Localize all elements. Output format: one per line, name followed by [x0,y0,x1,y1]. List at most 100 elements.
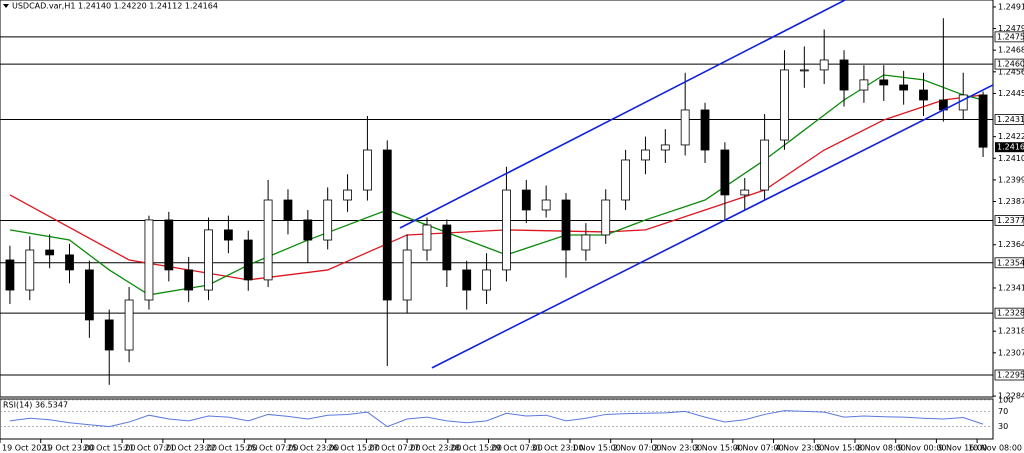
candle-body [660,144,670,151]
y-tick-label: 1.24910 [998,2,1024,11]
current-price-box [995,142,1024,153]
trendline [431,84,994,369]
candle-body [402,249,412,301]
y-tick-label: 1.24680 [998,46,1024,55]
candle-body [978,94,988,148]
candle-body [760,139,770,191]
moving-average [9,94,984,281]
candle-body [839,59,849,91]
candle-body [84,269,94,321]
x-tick-label: 10 Nov 08:00 [968,444,1022,453]
x-tick-label: 4 Nov 07:00 [735,444,784,453]
candle-body [740,189,750,196]
rsi-line [9,410,984,428]
x-tick-label: 29 Oct 07:00 [491,444,543,453]
level-label-box [994,114,1024,125]
candle-body [184,269,194,291]
x-tick-label: 3 Nov 15:00 [694,444,743,453]
candle-body [5,259,15,291]
level-label-box [994,307,1024,319]
y-tick-label: 1.23645 [998,240,1024,249]
y-tick-label: 1.24795 [998,24,1024,33]
candle-body [45,249,55,256]
y-tick-label: 1.23070 [998,348,1024,357]
candle-body [303,219,313,241]
x-tick-label: 22 Oct 15:00 [206,444,258,453]
y-tick-label: 1.23875 [998,197,1024,206]
level-label: 1.24606 [997,60,1024,69]
candle-body [601,199,611,236]
candle-body [65,254,74,271]
rsi-tick-label: 30 [998,422,1008,431]
moving-average [9,74,984,296]
x-tick-label: 9 Nov 16:00 [938,444,987,453]
x-tick-label: 20 Oct 15:00 [83,444,135,453]
candle-body [720,149,730,196]
x-tick-label: 27 Oct 07:00 [368,444,420,453]
level-label-box [994,58,1024,70]
candle-body [462,269,472,291]
level-label-box [994,257,1024,269]
trendline [399,0,846,229]
candle-body [680,109,690,146]
candle-body [700,109,710,151]
candle-body [223,229,233,241]
rsi-label: RSI(14) 36.5347 [3,401,68,410]
candle-body [104,319,114,351]
x-tick-label: 2 Nov 23:00 [653,444,702,453]
candle-body [561,199,571,251]
x-tick-label: 19 Oct 23:00 [43,444,95,453]
level-label: 1.22952 [997,371,1024,380]
candle-body [581,234,591,251]
candle-body [442,224,452,271]
x-tick-label: 1 Nov 15:00 [572,444,621,453]
x-tick-label: 25 Oct 07:00 [246,444,298,453]
candle-body [899,84,909,91]
x-tick-label: 19 Oct 2021 [2,444,51,453]
candle-body [144,219,154,301]
candle-body [25,249,35,291]
rsi-panel [0,398,994,440]
candle-body [482,269,491,291]
menu-triangle [3,4,9,8]
candle-body [879,79,889,86]
x-tick-label: 25 Oct 23:00 [287,444,339,453]
candle-body [919,89,928,101]
x-tick-label: 28 Oct 15:00 [450,444,502,453]
level-label-box [994,215,1024,226]
x-tick-label: 26 Oct 15:00 [328,444,380,453]
candle-body [502,189,511,271]
level-label: 1.23774 [997,216,1024,225]
candle-body [621,159,630,201]
chart-title: USDCAD.var,H1 1.24140 1.24220 1.24112 1.… [12,2,218,11]
x-tick-label: 31 Oct 23:00 [531,444,583,453]
x-tick-label: 8 Nov 08:00 [857,444,906,453]
rsi-tick-label: 70 [998,407,1008,416]
candle-body [799,69,809,72]
candle-body [124,299,134,351]
y-tick-label: 1.23990 [998,175,1024,184]
candle-body [323,199,333,241]
candle-body [958,94,968,111]
candle-body [382,149,392,301]
x-tick-label: 5 Nov 15:00 [816,444,865,453]
candle-body [363,149,372,191]
y-tick-label: 1.24565 [998,67,1024,76]
x-tick-label: 2 Nov 07:00 [613,444,662,453]
x-tick-label: 27 Oct 23:00 [409,444,461,453]
candle-body [283,199,293,221]
current-price-label: 1.24164 [997,143,1024,152]
y-tick-label: 1.22840 [998,392,1024,401]
candle-body [859,79,869,91]
y-tick-label: 1.23415 [998,283,1024,292]
candle-body [541,199,551,211]
price-panel [0,0,994,398]
rsi-tick-label: 100 [998,396,1013,405]
y-tick-label: 1.24105 [998,154,1024,163]
level-label-box [994,369,1024,381]
y-tick-label: 1.24220 [998,132,1024,141]
level-label: 1.23549 [997,258,1024,267]
